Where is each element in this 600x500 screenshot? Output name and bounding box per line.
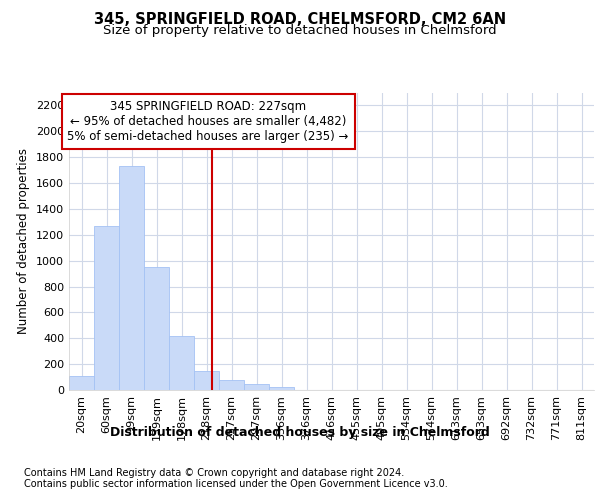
Bar xyxy=(69,376,94,390)
Bar xyxy=(119,166,144,390)
Bar xyxy=(94,226,119,390)
Bar xyxy=(169,336,194,390)
Text: 345 SPRINGFIELD ROAD: 227sqm
← 95% of detached houses are smaller (4,482)
5% of : 345 SPRINGFIELD ROAD: 227sqm ← 95% of de… xyxy=(67,100,349,143)
Y-axis label: Number of detached properties: Number of detached properties xyxy=(17,148,31,334)
Bar xyxy=(194,370,219,390)
Text: Size of property relative to detached houses in Chelmsford: Size of property relative to detached ho… xyxy=(103,24,497,37)
Bar xyxy=(269,387,294,390)
Bar xyxy=(219,380,244,390)
Text: Contains public sector information licensed under the Open Government Licence v3: Contains public sector information licen… xyxy=(24,479,448,489)
Bar xyxy=(144,267,169,390)
Text: 345, SPRINGFIELD ROAD, CHELMSFORD, CM2 6AN: 345, SPRINGFIELD ROAD, CHELMSFORD, CM2 6… xyxy=(94,12,506,28)
Bar xyxy=(244,384,269,390)
Text: Contains HM Land Registry data © Crown copyright and database right 2024.: Contains HM Land Registry data © Crown c… xyxy=(24,468,404,477)
Text: Distribution of detached houses by size in Chelmsford: Distribution of detached houses by size … xyxy=(110,426,490,439)
